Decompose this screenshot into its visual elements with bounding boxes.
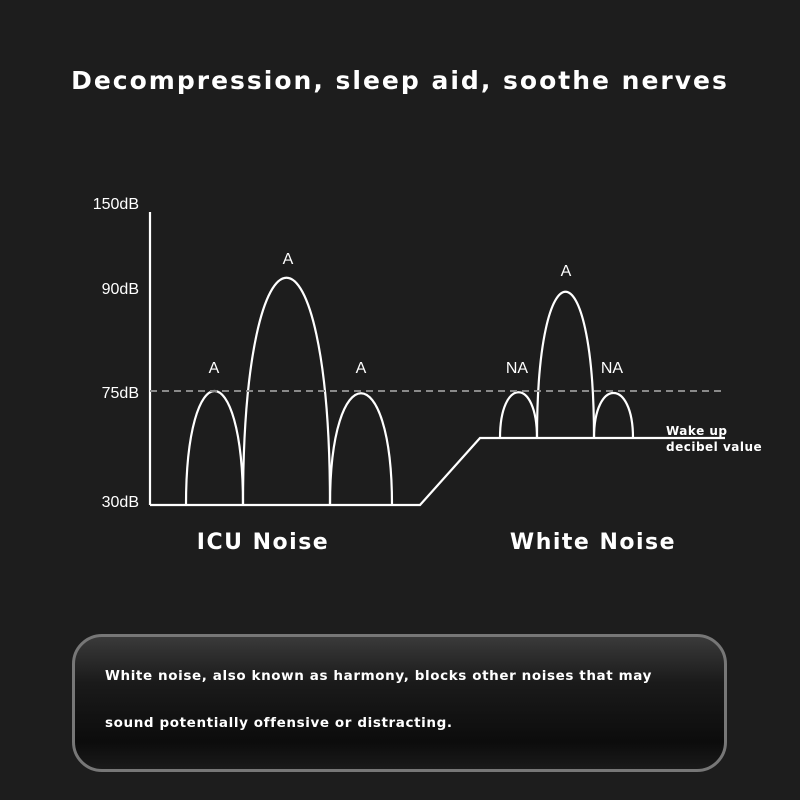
peak-label: A <box>561 263 572 280</box>
peak-label: A <box>283 251 294 268</box>
baseline <box>150 436 725 507</box>
group-label-white: White Noise <box>510 530 676 555</box>
page-title: Decompression, sleep aid, soothe nerves <box>71 66 729 95</box>
peak-label: NA <box>601 360 624 377</box>
group-label-icu: ICU Noise <box>197 530 329 555</box>
description-line: sound potentially offensive or distracti… <box>105 715 453 731</box>
description-box: White noise, also known as harmony, bloc… <box>72 634 727 772</box>
white-peak-1 <box>498 391 539 439</box>
white-peak-2 <box>535 290 596 439</box>
y-label-75: 75dB <box>102 385 139 402</box>
peak-label: A <box>356 360 367 377</box>
peak-label: A <box>209 360 220 377</box>
peak-label: NA <box>506 360 529 377</box>
wake-up-label: Wake up <box>666 424 728 438</box>
description-line: White noise, also known as harmony, bloc… <box>105 668 652 684</box>
y-label-30: 30dB <box>102 494 139 511</box>
white-peak-3 <box>592 392 635 439</box>
icu-peak-2 <box>241 276 332 506</box>
y-label-150: 150dB <box>93 196 139 213</box>
wake-up-label: decibel value <box>666 440 762 454</box>
icu-peak-1 <box>184 390 245 506</box>
icu-peak-3 <box>328 392 394 506</box>
y-label-90: 90dB <box>102 281 139 298</box>
